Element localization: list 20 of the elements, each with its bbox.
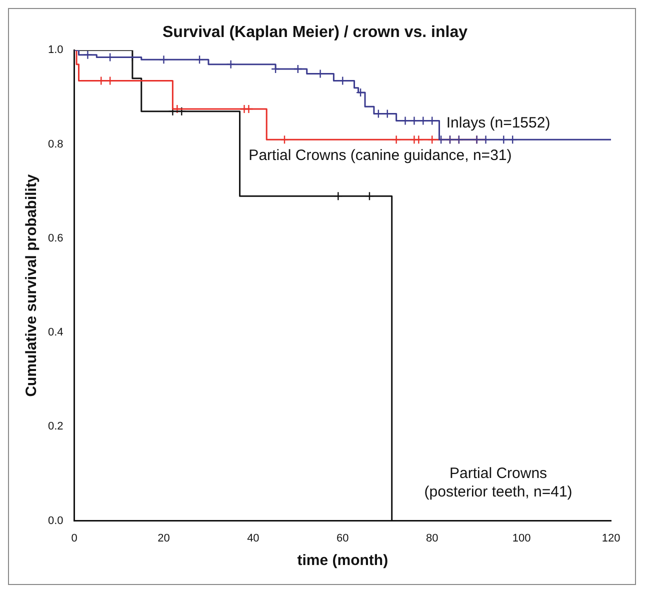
x-axis-title: time (month)	[297, 552, 388, 570]
y-tick-label: 0.4	[48, 326, 64, 339]
annotation: Inlays (n=1552)	[446, 114, 550, 132]
x-tick-label: 80	[426, 532, 438, 544]
annotation: Partial Crowns	[450, 464, 548, 482]
x-tick-label: 0	[71, 532, 78, 544]
x-tick-label: 60	[336, 532, 349, 544]
y-tick-label: 0.8	[48, 138, 64, 150]
y-tick-label: 0.2	[48, 420, 64, 433]
y-axis-title: Cumulative survival probability	[23, 174, 40, 397]
y-tick-label: 0.0	[48, 514, 64, 527]
y-tick-label: 0.6	[48, 232, 64, 244]
y-tick-label: 1.0	[48, 44, 64, 56]
x-tick-label: 40	[247, 532, 260, 544]
annotation: (posterior teeth, n=41)	[424, 484, 572, 501]
x-tick-label: 120	[602, 532, 620, 544]
x-tick-label: 100	[512, 532, 531, 544]
annotation: Partial Crowns (canine guidance, n=31)	[248, 147, 512, 164]
x-tick-label: 20	[158, 532, 170, 544]
chart-title: Survival (Kaplan Meier) / crown vs. inlay	[162, 24, 468, 42]
